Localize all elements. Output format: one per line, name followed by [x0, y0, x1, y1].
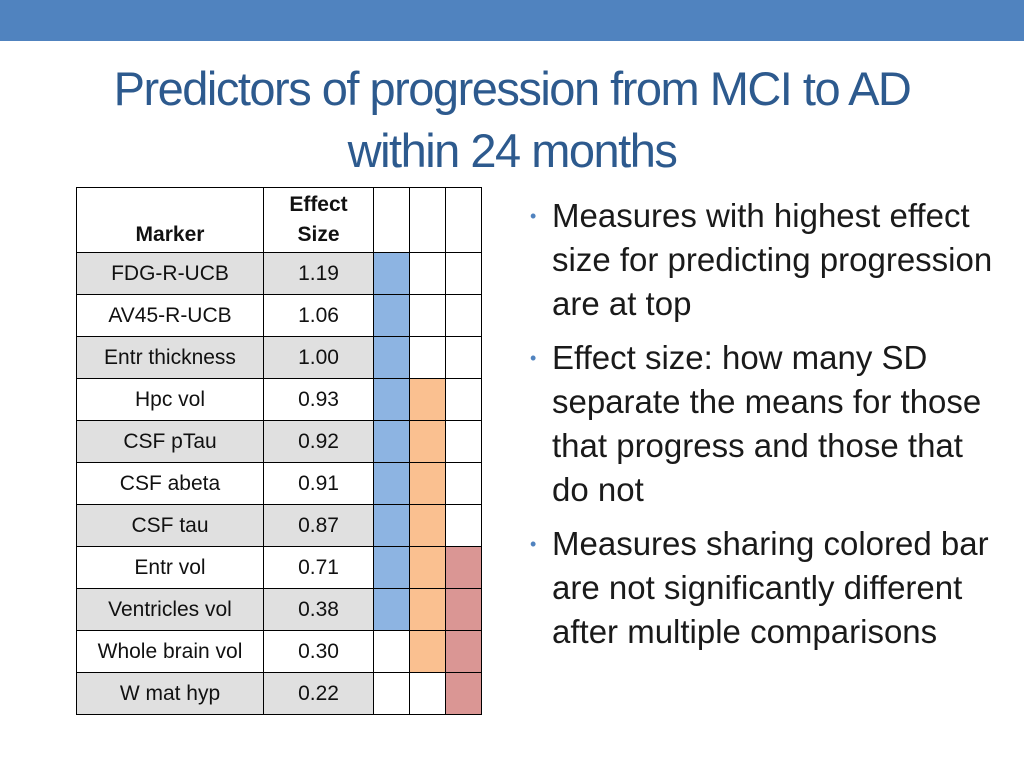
bullet-dot-icon: •: [530, 348, 537, 368]
significance-bar-cell-1: [373, 252, 410, 295]
marker-name-cell: CSF tau: [76, 504, 264, 547]
bullet-text: Effect size: how many SD separate the me…: [552, 339, 982, 508]
marker-name-cell: CSF abeta: [76, 462, 264, 505]
table-row: Entr vol 0.71: [76, 546, 482, 589]
bar-column-header-2: [409, 187, 446, 253]
significance-bar-cell-2: [409, 420, 446, 463]
effect-size-cell: 0.38: [263, 588, 374, 631]
effect-size-cell: 0.92: [263, 420, 374, 463]
effect-header-line-2: Size: [297, 223, 340, 246]
table-row: CSF tau 0.87: [76, 504, 482, 547]
bullet-item: • Measures sharing colored bar are not si…: [530, 522, 1000, 654]
marker-name-cell: Entr thickness: [76, 336, 264, 379]
significance-bar-cell-1: [373, 420, 410, 463]
bullet-list: • Measures with highest effect size for p…: [530, 194, 1000, 664]
marker-name-cell: CSF pTau: [76, 420, 264, 463]
significance-bar-cell-1: [373, 672, 410, 715]
effect-size-cell: 0.91: [263, 462, 374, 505]
significance-bar-cell-3: [445, 546, 482, 589]
marker-name-cell: Hpc vol: [76, 378, 264, 421]
marker-name-cell: W mat hyp: [76, 672, 264, 715]
significance-bar-cell-1: [373, 630, 410, 673]
bullet-dot-icon: •: [530, 534, 537, 554]
table-row: Whole brain vol 0.30: [76, 630, 482, 673]
effect-size-cell: 1.19: [263, 252, 374, 295]
significance-bar-cell-3: [445, 630, 482, 673]
table-row: FDG-R-UCB 1.19: [76, 252, 482, 295]
table-row: AV45-R-UCB 1.06: [76, 294, 482, 337]
significance-bar-cell-1: [373, 378, 410, 421]
table-row: CSF pTau 0.92: [76, 420, 482, 463]
top-accent-bar: [0, 0, 1024, 41]
significance-bar-cell-2: [409, 630, 446, 673]
significance-bar-cell-1: [373, 294, 410, 337]
marker-name-cell: Ventricles vol: [76, 588, 264, 631]
slide-title: Predictors of progression from MCI to AD…: [40, 58, 984, 182]
marker-column-header: Marker: [76, 187, 264, 253]
significance-bar-cell-2: [409, 588, 446, 631]
marker-name-cell: AV45-R-UCB: [76, 294, 264, 337]
bullet-item: • Effect size: how many SD separate the m…: [530, 336, 1000, 512]
significance-bar-cell-2: [409, 546, 446, 589]
effect-size-cell: 0.93: [263, 378, 374, 421]
bullet-text: Measures sharing colored bar are not sig…: [552, 525, 989, 650]
predictor-table: Marker Effect Size FDG-R-UCB 1.19 AV45-R-U…: [76, 187, 482, 715]
effect-size-cell: 0.22: [263, 672, 374, 715]
effect-header-line-1: Effect: [289, 193, 348, 216]
bar-column-header-3: [445, 187, 482, 253]
marker-name-cell: Entr vol: [76, 546, 264, 589]
significance-bar-cell-3: [445, 378, 482, 421]
significance-bar-cell-3: [445, 588, 482, 631]
table-row: Entr thickness 1.00: [76, 336, 482, 379]
effect-size-cell: 0.71: [263, 546, 374, 589]
significance-bar-cell-3: [445, 420, 482, 463]
effect-size-column-header: Effect Size: [263, 187, 374, 253]
effect-size-cell: 0.30: [263, 630, 374, 673]
significance-bar-cell-3: [445, 294, 482, 337]
effect-size-cell: 1.06: [263, 294, 374, 337]
marker-name-cell: FDG-R-UCB: [76, 252, 264, 295]
bullet-item: • Measures with highest effect size for p…: [530, 194, 1000, 326]
table-row: W mat hyp 0.22: [76, 672, 482, 715]
marker-name-cell: Whole brain vol: [76, 630, 264, 673]
slide-title-line-1: Predictors of progression from MCI to AD: [113, 62, 912, 115]
significance-bar-cell-3: [445, 252, 482, 295]
effect-size-cell: 0.87: [263, 504, 374, 547]
significance-bar-cell-2: [409, 504, 446, 547]
significance-bar-cell-2: [409, 294, 446, 337]
table-row: Hpc vol 0.93: [76, 378, 482, 421]
significance-bar-cell-1: [373, 336, 410, 379]
significance-bar-cell-3: [445, 462, 482, 505]
table-row: CSF abeta 0.91: [76, 462, 482, 505]
significance-bar-cell-2: [409, 336, 446, 379]
significance-bar-cell-2: [409, 252, 446, 295]
table-body: FDG-R-UCB 1.19 AV45-R-UCB 1.06 Entr thicknes…: [76, 252, 482, 715]
significance-bar-cell-2: [409, 378, 446, 421]
bullet-dot-icon: •: [530, 206, 537, 226]
significance-bar-cell-3: [445, 504, 482, 547]
bullet-text: Measures with highest effect size for pr…: [552, 197, 993, 322]
table-row: Ventricles vol 0.38: [76, 588, 482, 631]
effect-size-cell: 1.00: [263, 336, 374, 379]
significance-bar-cell-1: [373, 546, 410, 589]
slide-title-line-2: within 24 months: [347, 124, 678, 177]
significance-bar-cell-1: [373, 504, 410, 547]
significance-bar-cell-2: [409, 462, 446, 505]
significance-bar-cell-1: [373, 588, 410, 631]
significance-bar-cell-2: [409, 672, 446, 715]
significance-bar-cell-1: [373, 462, 410, 505]
bar-column-header-1: [373, 187, 410, 253]
significance-bar-cell-3: [445, 672, 482, 715]
table-header-row: Marker Effect Size: [76, 187, 482, 253]
significance-bar-cell-3: [445, 336, 482, 379]
